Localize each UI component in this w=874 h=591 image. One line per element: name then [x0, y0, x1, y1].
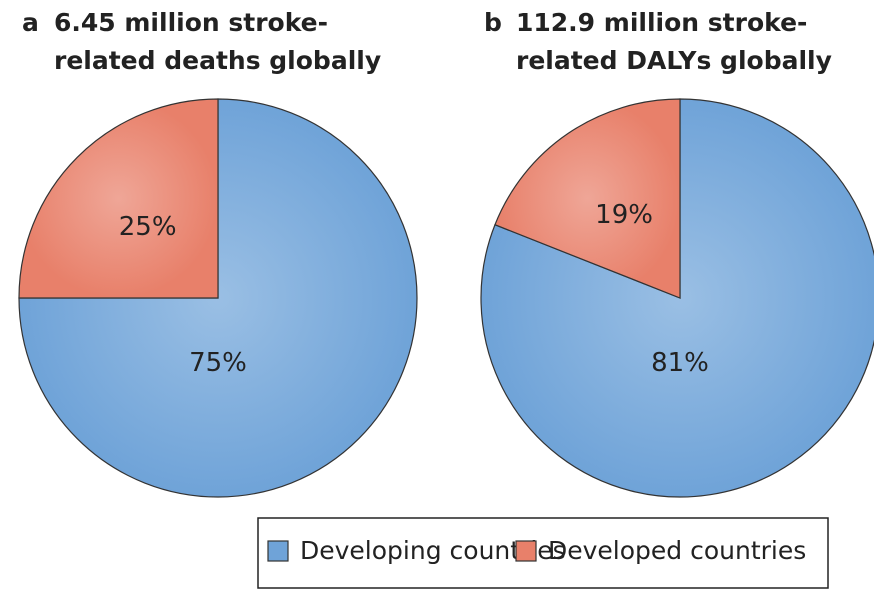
value-label: 25% [119, 212, 177, 242]
pie-slice [18, 98, 418, 498]
chart-title: 6.45 million stroke- [54, 8, 328, 37]
panel-label: a [22, 8, 39, 37]
chart-title: related deaths globally [54, 46, 381, 75]
legend-box [257, 517, 829, 589]
legend-swatch [267, 540, 289, 562]
chart-title: related DALYs globally [516, 46, 832, 75]
pie-slice [494, 98, 681, 299]
pie-slice [18, 98, 219, 299]
pie-slice [480, 98, 874, 498]
value-label: 19% [595, 200, 653, 230]
value-label: 81% [651, 348, 709, 378]
value-label: 75% [189, 348, 247, 378]
panel-label: b [484, 8, 502, 37]
chart-title: 112.9 million stroke- [516, 8, 807, 37]
legend-swatch [515, 540, 537, 562]
legend-label: Developed countries [548, 536, 806, 565]
